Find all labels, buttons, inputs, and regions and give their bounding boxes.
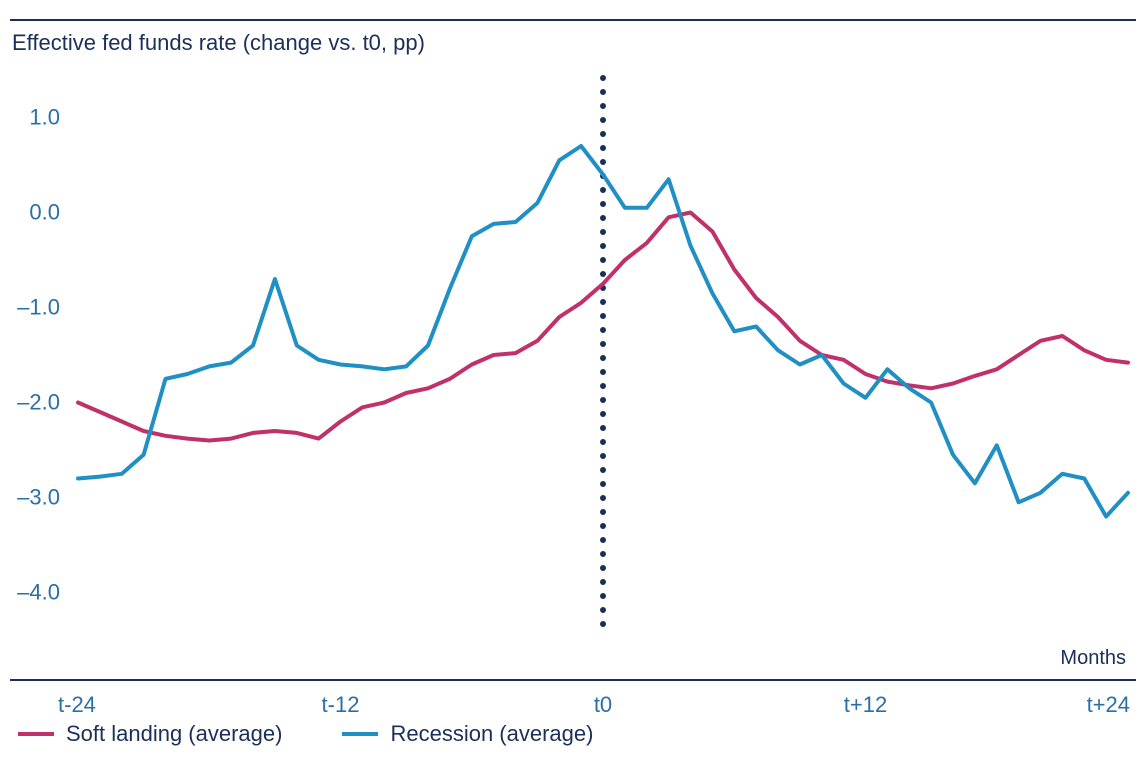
chart-title: Effective fed funds rate (change vs. t0,… <box>12 30 425 55</box>
chart-container: Effective fed funds rate (change vs. t0,… <box>0 0 1146 765</box>
t0-marker-dot <box>600 75 606 81</box>
x-tick-label: t-24 <box>58 692 96 717</box>
t0-marker-dot <box>600 495 606 501</box>
t0-marker-dot <box>600 271 606 277</box>
t0-marker-dot <box>600 103 606 109</box>
t0-marker-dot <box>600 201 606 207</box>
y-tick-label: –1.0 <box>17 295 60 320</box>
x-axis-label: Months <box>1060 647 1126 669</box>
t0-marker-dot <box>600 397 606 403</box>
t0-marker-dot <box>600 145 606 151</box>
t0-marker-dot <box>600 159 606 165</box>
legend-item-recession: Recession (average) <box>342 721 593 747</box>
t0-marker-dot <box>600 187 606 193</box>
t0-marker-dot <box>600 411 606 417</box>
y-tick-label: –3.0 <box>17 485 60 510</box>
legend-item-soft_landing: Soft landing (average) <box>18 721 282 747</box>
t0-marker-dot <box>600 299 606 305</box>
legend-label: Soft landing (average) <box>66 721 282 747</box>
t0-marker-dot <box>600 131 606 137</box>
y-tick-label: 0.0 <box>29 200 60 225</box>
t0-marker-dot <box>600 257 606 263</box>
t0-marker-dot <box>600 565 606 571</box>
y-tick-label: –2.0 <box>17 390 60 415</box>
t0-marker-dot <box>600 383 606 389</box>
x-tick-label: t0 <box>594 692 612 717</box>
t0-marker-dot <box>600 89 606 95</box>
t0-marker-dot <box>600 355 606 361</box>
x-tick-label: t+12 <box>844 692 887 717</box>
t0-marker-dot <box>600 607 606 613</box>
t0-marker-dot <box>600 243 606 249</box>
t0-marker-dot <box>600 215 606 221</box>
legend-swatch-recession <box>342 732 378 736</box>
t0-marker-dot <box>600 439 606 445</box>
x-tick-label: t+24 <box>1087 692 1130 717</box>
t0-marker-dot <box>600 523 606 529</box>
t0-marker-dot <box>600 467 606 473</box>
t0-marker-dot <box>600 425 606 431</box>
t0-marker-dot <box>600 453 606 459</box>
t0-marker-dot <box>600 313 606 319</box>
legend: Soft landing (average) Recession (average… <box>18 721 593 747</box>
t0-marker-dot <box>600 579 606 585</box>
y-tick-label: 1.0 <box>29 105 60 130</box>
line-chart: Effective fed funds rate (change vs. t0,… <box>0 0 1146 765</box>
t0-marker-dot <box>600 117 606 123</box>
chart-bg <box>0 0 1146 765</box>
t0-marker-dot <box>600 229 606 235</box>
t0-marker-dot <box>600 593 606 599</box>
legend-swatch-soft_landing <box>18 732 54 736</box>
t0-marker-dot <box>600 327 606 333</box>
t0-marker-dot <box>600 369 606 375</box>
legend-label: Recession (average) <box>390 721 593 747</box>
t0-marker-dot <box>600 509 606 515</box>
t0-marker-dot <box>600 341 606 347</box>
t0-marker-dot <box>600 537 606 543</box>
t0-marker-dot <box>600 621 606 627</box>
x-tick-label: t-12 <box>322 692 360 717</box>
y-tick-label: –4.0 <box>17 580 60 605</box>
t0-marker-dot <box>600 551 606 557</box>
t0-marker-dot <box>600 481 606 487</box>
